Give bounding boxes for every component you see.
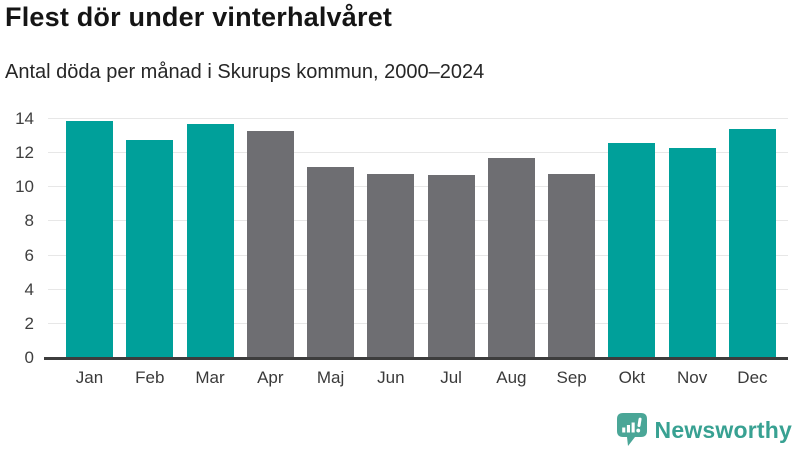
x-tick-label-jan: Jan: [75, 368, 104, 387]
chart-subtitle: Antal döda per månad i Skurups kommun, 2…: [5, 61, 485, 83]
x-tick-label-jul: Jul: [440, 368, 462, 387]
y-tick-label-14: 14: [15, 109, 34, 128]
newsworthy-bubble-chart-icon: [616, 413, 647, 446]
x-tick-label-aug: Aug: [496, 368, 527, 387]
newsworthy-logo: Newsworthy: [616, 413, 792, 447]
bar-dec: [728, 129, 776, 358]
y-tick-label-10: 10: [15, 177, 34, 197]
y-tick-label-12: 12: [15, 143, 34, 163]
gridline-8: [48, 220, 788, 222]
bar-jul: [427, 175, 475, 358]
x-tick-label-mar: Mar: [195, 368, 225, 387]
x-tick-label-sep: Sep: [556, 368, 587, 387]
bar-mar: [186, 124, 234, 358]
chart-title: Flest dör under vinterhalvåret: [5, 2, 393, 32]
y-tick-label-8: 8: [24, 211, 34, 231]
bar-series: [48, 119, 788, 358]
bar-aug: [487, 158, 535, 358]
gridline-10: [48, 186, 788, 188]
plot-area: 0 2 4 6 8 10 12 14 Jan Feb Mar Apr Maj Jun Jul Aug Sep O…: [15, 109, 788, 387]
bar-sep: [548, 173, 596, 358]
y-axis-labels: 0 2 4 6 8 10 12 14: [0, 109, 40, 367]
x-tick-label-apr: Apr: [257, 368, 284, 387]
y-tick-label-4: 4: [24, 279, 34, 299]
gridline-2: [48, 322, 788, 324]
bar-okt: [608, 142, 656, 358]
bar-apr: [246, 130, 294, 358]
bar-nov: [668, 148, 716, 358]
bar-jan: [66, 120, 113, 358]
bar-jun: [367, 173, 415, 358]
y-tick-label-6: 6: [24, 245, 34, 265]
x-tick-label-jun: Jun: [377, 368, 405, 387]
x-tick-label-feb: Feb: [135, 368, 165, 387]
x-tick-label-maj: Maj: [316, 368, 345, 387]
x-tick-label-dec: Dec: [737, 368, 768, 387]
gridline-4: [48, 288, 788, 290]
gridline-12: [48, 152, 788, 154]
x-tick-label-okt: Okt: [618, 368, 646, 387]
gridline-14: [48, 118, 788, 119]
y-tick-label-2: 2: [24, 313, 34, 333]
x-tick-label-nov: Nov: [677, 368, 708, 387]
gridline-6: [48, 254, 788, 256]
gridlines: [48, 118, 788, 358]
bar-feb: [126, 139, 174, 358]
x-axis-labels: Jan Feb Mar Apr Maj Jun Jul Aug Sep Okt Nov Dec: [48, 368, 788, 388]
bar-maj: [307, 166, 355, 358]
y-tick-label-0: 0: [24, 348, 34, 367]
x-axis-line: [44, 357, 788, 360]
brand-name: Newsworthy: [654, 416, 792, 443]
